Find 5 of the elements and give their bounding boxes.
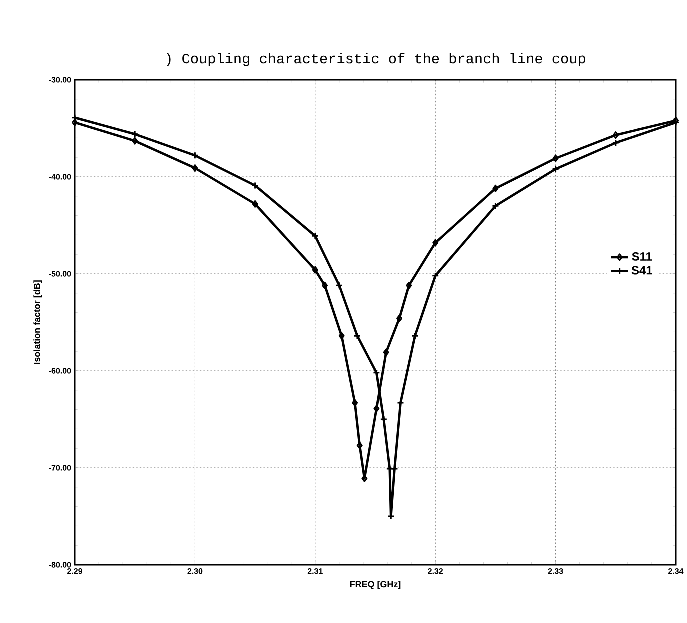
- legend-label: S41: [632, 266, 652, 275]
- x-axis-title: FREQ [GHz]: [350, 581, 401, 590]
- y-axis-title: Isolation factor [dB]: [34, 280, 42, 364]
- chart-title: ) Coupling characteristic of the branch line coup: [166, 53, 586, 67]
- legend-label: S11: [632, 252, 652, 261]
